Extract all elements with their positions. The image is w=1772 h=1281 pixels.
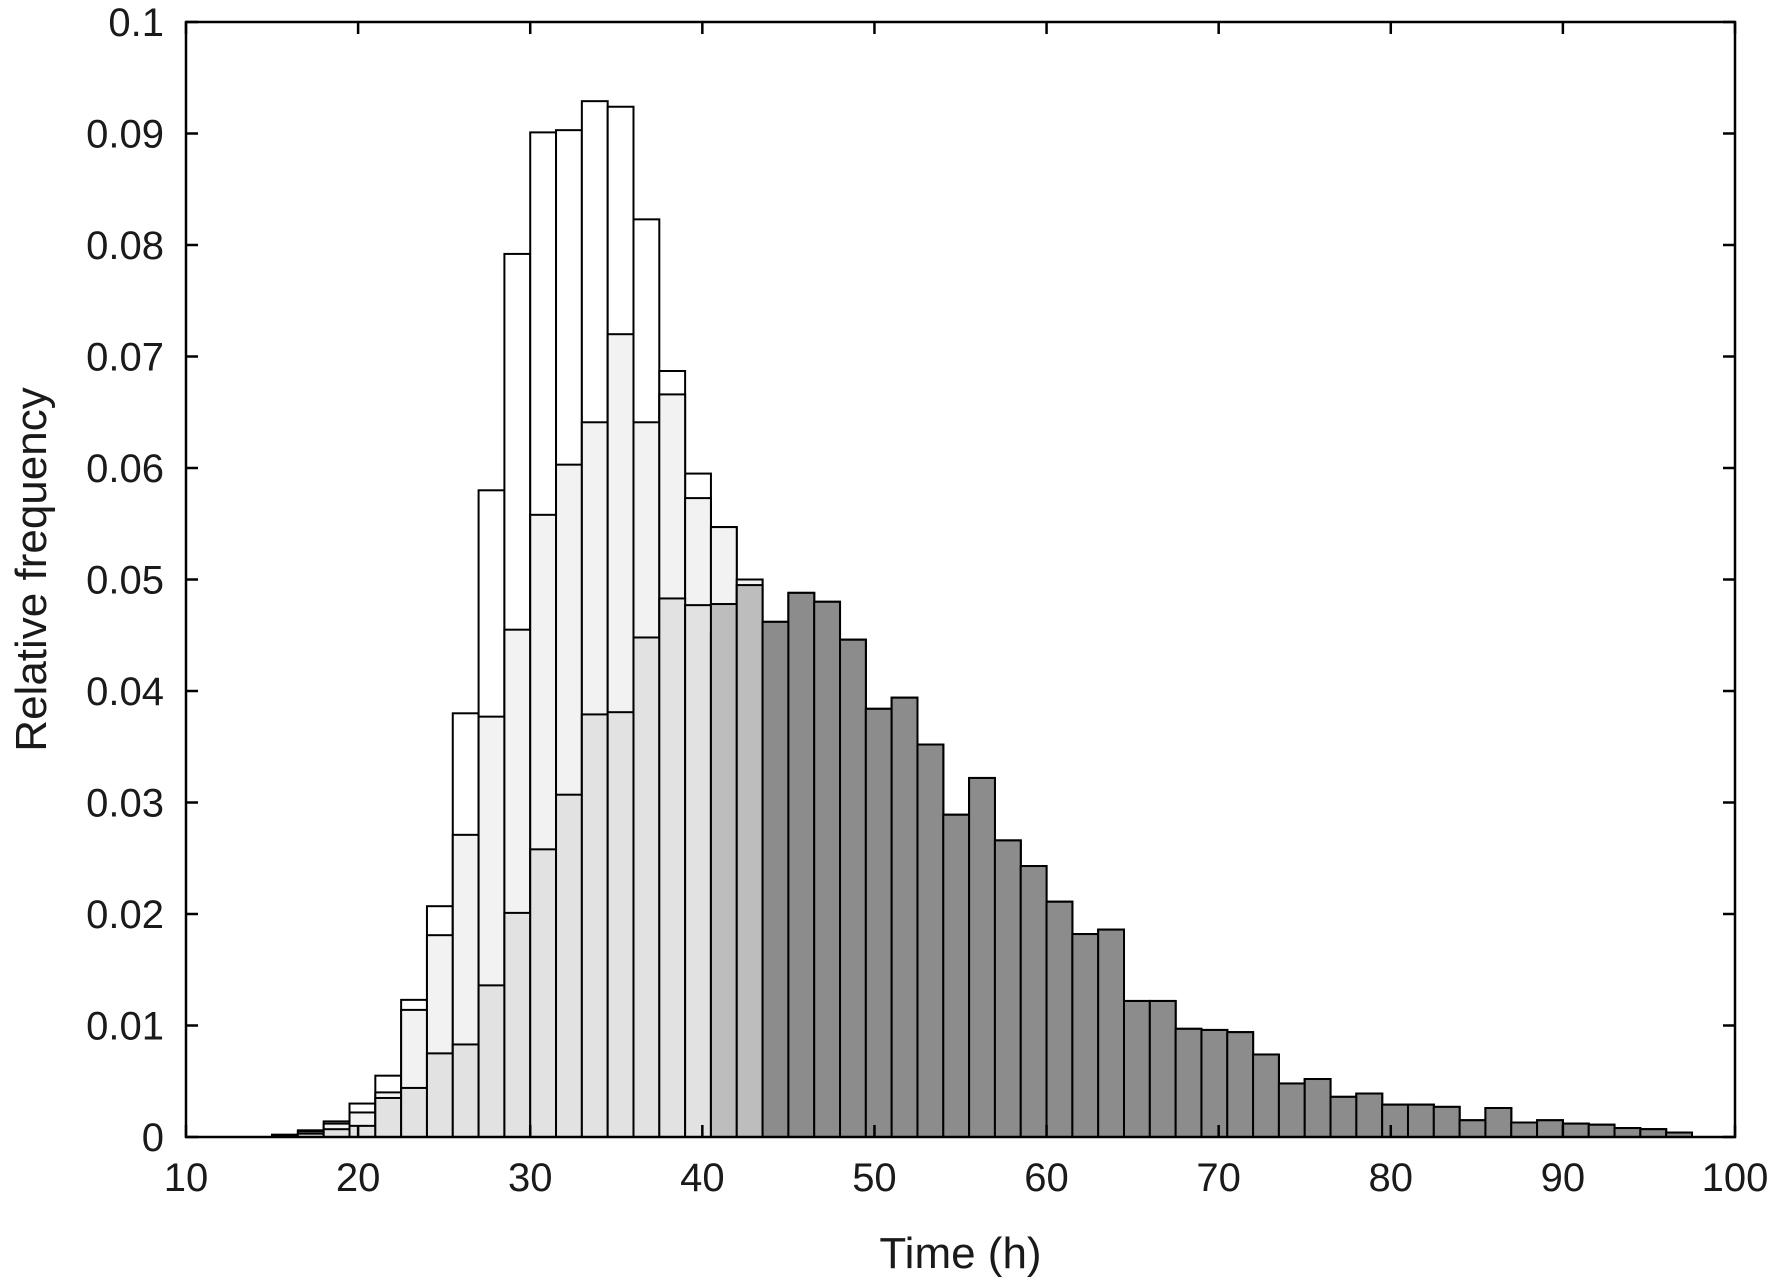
y-tick-label: 0.07 [86, 336, 164, 380]
histogram-bar-series-5 [788, 593, 814, 1137]
histogram-bar-series-5 [1098, 930, 1124, 1137]
histogram-bar-series-5 [1201, 1030, 1227, 1137]
histogram-bar-series-5 [1021, 866, 1047, 1137]
histogram-bar-series-3 [633, 637, 659, 1137]
histogram-bar-series-5 [1382, 1105, 1408, 1137]
y-tick-label: 0.1 [108, 1, 164, 45]
y-tick-label: 0.08 [86, 224, 164, 268]
histogram-bar-series-5 [1563, 1124, 1589, 1137]
histogram-bar-series-5 [814, 602, 840, 1137]
histogram-bar-series-5 [892, 698, 918, 1137]
histogram-bar-series-5 [1434, 1107, 1460, 1137]
histogram-bar-series-5 [943, 815, 969, 1137]
histogram-bar-series-3 [530, 849, 556, 1137]
histogram-bar-series-3 [608, 712, 634, 1137]
histogram-bar-series-5 [840, 640, 866, 1137]
histogram-bar-series-5 [1072, 934, 1098, 1137]
histogram-bar-series-5 [995, 840, 1021, 1137]
histogram-bar-series-5 [1176, 1029, 1202, 1137]
histogram-bar-series-5 [1279, 1083, 1305, 1137]
histogram-bar-series-5 [763, 622, 789, 1137]
y-tick-label: 0.05 [86, 559, 164, 603]
histogram-bar-series-3 [427, 1053, 453, 1137]
histogram-bar-series-5 [1408, 1105, 1434, 1137]
y-tick-label: 0.01 [86, 1005, 164, 1049]
y-tick-label: 0.04 [86, 670, 164, 714]
x-tick-label: 60 [1024, 1156, 1069, 1200]
histogram-bar-series-5 [1227, 1032, 1253, 1137]
histogram-bar-series-4 [711, 604, 737, 1137]
histogram-bar-series-3 [479, 985, 505, 1137]
histogram-bar-series-4 [737, 585, 763, 1137]
histogram-bar-series-5 [1460, 1120, 1486, 1137]
x-axis-label: Time (h) [879, 1229, 1041, 1278]
histogram-bar-series-5 [969, 778, 995, 1137]
x-tick-label: 70 [1196, 1156, 1241, 1200]
histogram-bar-series-5 [1537, 1120, 1563, 1137]
histogram-bar-series-5 [1253, 1054, 1279, 1137]
x-tick-label: 30 [508, 1156, 553, 1200]
histogram-bar-series-5 [1589, 1125, 1615, 1137]
histogram-bar-series-3 [504, 913, 530, 1137]
histogram-bar-series-5 [1485, 1108, 1511, 1137]
y-tick-label: 0.06 [86, 447, 164, 491]
y-tick-label: 0.03 [86, 782, 164, 826]
histogram-bar-series-5 [1511, 1123, 1537, 1137]
x-tick-label: 100 [1702, 1156, 1769, 1200]
histogram-bar-series-3 [685, 605, 711, 1137]
histogram-bar-series-5 [1047, 902, 1073, 1137]
x-tick-label: 10 [164, 1156, 209, 1200]
histogram-bar-series-5 [917, 745, 943, 1137]
y-tick-label: 0.02 [86, 893, 164, 937]
x-tick-label: 80 [1369, 1156, 1414, 1200]
histogram-bar-series-3 [453, 1044, 479, 1137]
histogram-bar-series-3 [556, 795, 582, 1137]
y-tick-label: 0.09 [86, 113, 164, 157]
histogram-bar-series-5 [866, 709, 892, 1137]
histogram-bar-series-5 [1124, 1001, 1150, 1137]
histogram-bar-series-5 [1150, 1001, 1176, 1137]
histogram-bar-series-3 [582, 714, 608, 1137]
histogram-bar-series-3 [659, 598, 685, 1137]
histogram-bar-series-5 [1331, 1097, 1357, 1137]
histogram-bar-series-3 [375, 1098, 401, 1137]
x-tick-label: 90 [1541, 1156, 1586, 1200]
x-tick-label: 40 [680, 1156, 725, 1200]
histogram-bar-series-5 [1615, 1128, 1641, 1137]
y-tick-label: 0 [142, 1116, 164, 1160]
x-tick-label: 50 [852, 1156, 897, 1200]
y-axis-label: Relative frequency [7, 387, 56, 751]
histogram-bar-series-3 [350, 1126, 376, 1137]
histogram-bar-series-5 [1305, 1079, 1331, 1137]
histogram-bar-series-5 [1356, 1094, 1382, 1137]
histogram-bar-series-3 [401, 1088, 427, 1137]
x-tick-label: 20 [336, 1156, 381, 1200]
